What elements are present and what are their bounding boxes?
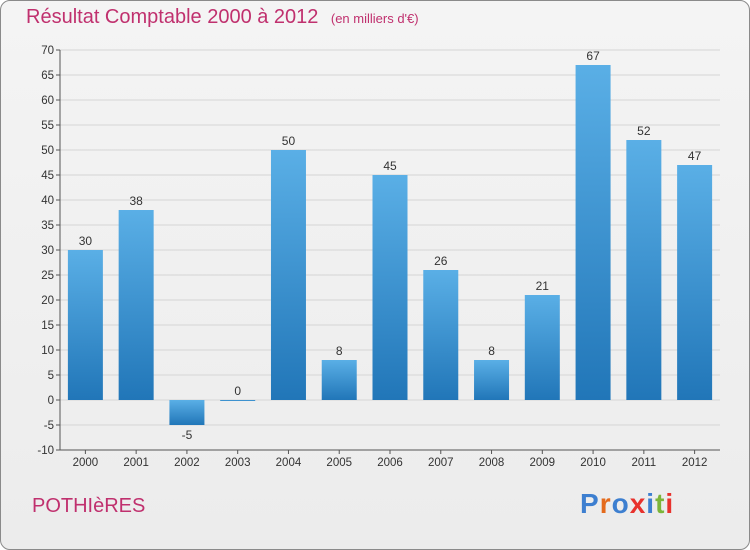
logo-letter: x	[629, 488, 647, 519]
y-tick-label: 30	[41, 245, 54, 257]
logo-letter: t	[655, 488, 666, 519]
logo-letter: i	[646, 488, 656, 519]
x-tick-label-2007: 2007	[428, 457, 454, 469]
data-label-2012: 47	[688, 149, 702, 163]
chart-title-group: Résultat Comptable 2000 à 2012 (en milli…	[26, 6, 419, 29]
y-tick-label: 0	[48, 395, 54, 407]
x-tick-label-2004: 2004	[276, 457, 302, 469]
proxiti-logo: Proxiti	[580, 488, 674, 520]
x-tick-label-2000: 2000	[73, 457, 99, 469]
logo-letter: i	[665, 488, 675, 519]
bar-2003	[220, 400, 256, 401]
bar-2004	[270, 150, 306, 400]
y-tick-label: 5	[48, 370, 54, 382]
logo-letter: P	[580, 488, 600, 519]
chart-title: Résultat Comptable 2000 à 2012	[26, 6, 319, 28]
y-tick-labels: -10 -5 0 5 10 15 20 25 30 35 40 45 50 55 60 65 70	[37, 45, 54, 457]
x-tick-label-2009: 2009	[530, 457, 556, 469]
x-tick-label-2001: 2001	[123, 457, 149, 469]
data-label-2009: 21	[536, 279, 550, 293]
data-label-2000: 30	[79, 234, 93, 248]
bar-2005	[321, 360, 357, 400]
data-label-2001: 38	[129, 194, 143, 208]
x-tick-label-2012: 2012	[682, 457, 708, 469]
y-tick-label: 50	[41, 145, 54, 157]
bar-2009	[524, 295, 560, 400]
x-tick-label-2003: 2003	[225, 457, 251, 469]
y-tick-label: 65	[41, 70, 54, 82]
data-label-2005: 8	[336, 344, 343, 358]
bar-2001	[118, 210, 154, 400]
bar-2002	[169, 400, 205, 425]
y-tick-label: -5	[44, 420, 54, 432]
y-tick-label: 20	[41, 295, 54, 307]
data-label-2004: 50	[282, 134, 296, 148]
bars	[67, 65, 713, 425]
chart-subtitle: (en milliers d'€)	[330, 11, 419, 26]
x-tick-label-2011: 2011	[631, 457, 656, 469]
x-tick-label-2005: 2005	[326, 457, 352, 469]
logo-letter: r	[599, 488, 612, 519]
y-tick-label: 15	[41, 320, 54, 332]
data-label-2007: 26	[434, 254, 448, 268]
data-labels: 30 38 -5 0 50 8 45 26 8 21 67 52 47	[79, 49, 702, 442]
bar-2008	[474, 360, 510, 400]
bar-2011	[626, 140, 662, 400]
y-tick-label: 25	[41, 270, 54, 282]
y-tick-label: 40	[41, 195, 54, 207]
data-label-2006: 45	[383, 159, 397, 173]
y-tick-label: -10	[37, 445, 54, 457]
x-tick-label-2002: 2002	[174, 457, 200, 469]
x-tick-label-2010: 2010	[580, 457, 606, 469]
bar-2000	[67, 250, 103, 400]
data-label-2010: 67	[586, 49, 600, 63]
logo-letter: o	[611, 488, 630, 519]
y-tick-label: 55	[41, 120, 54, 132]
data-label-2011: 52	[637, 124, 651, 138]
bar-2007	[423, 270, 459, 400]
y-tick-label: 45	[41, 170, 54, 182]
x-tick-labels: 2000 2001 2002 2003 2004 2005 2006 2007 2008 2009…	[73, 450, 708, 469]
x-tick-label-2006: 2006	[377, 457, 403, 469]
y-tick-label: 70	[41, 45, 54, 57]
bar-2006	[372, 175, 408, 400]
data-label-2002: -5	[182, 428, 193, 442]
y-tick-label: 35	[41, 220, 54, 232]
bar-2012	[677, 165, 713, 400]
x-tick-label-2008: 2008	[479, 457, 505, 469]
data-label-2008: 8	[488, 344, 495, 358]
y-tick-label: 60	[41, 95, 54, 107]
y-tick-label: 10	[41, 345, 54, 357]
commune-name: POTHIèRES	[32, 495, 146, 517]
data-label-2003: 0	[234, 384, 241, 398]
bar-2010	[575, 65, 611, 400]
